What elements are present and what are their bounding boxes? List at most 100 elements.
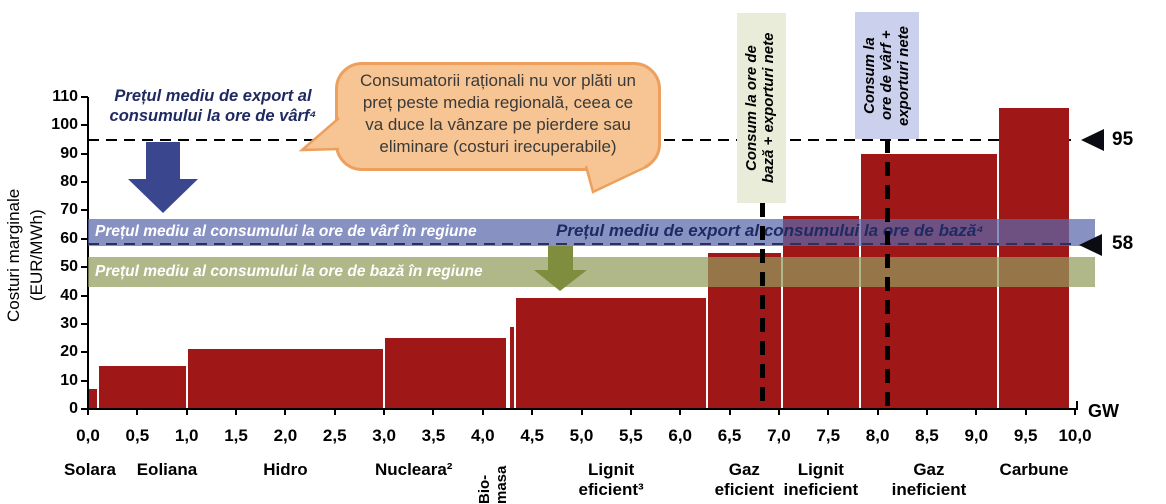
y-tick-label: 90: [60, 144, 78, 162]
peak-consumption-label-line2: ore de vârf +: [878, 30, 895, 121]
bar-bio-masa: [510, 326, 515, 409]
base-consumption-label-box: Consum la ore de bază + exporturi nete: [737, 13, 786, 203]
peak-consumption-label-box: Consum la ore de vârf + exporturi nete: [855, 12, 919, 139]
x-tick-label: 7,5: [816, 426, 841, 445]
y-tick-label: 80: [60, 173, 78, 191]
category-label-nucleara: Nucleara²: [374, 460, 453, 479]
x-axis-line: [88, 408, 1078, 410]
x-tick-label: 5,0: [569, 426, 594, 445]
x-tick-label: 2,0: [273, 426, 298, 445]
x-tick-label: 4,0: [470, 426, 495, 445]
x-tick-mark: [679, 410, 682, 415]
x-tick-mark: [531, 410, 534, 415]
base-regional-price-band: Prețul mediu al consumului la ore de baz…: [88, 257, 1095, 288]
x-tick-mark: [925, 410, 928, 415]
bar-eoliana: [98, 366, 186, 409]
category-label-eoliana: Eoliana: [136, 460, 198, 479]
x-tick-label: 10,0: [1058, 426, 1092, 445]
peak-export-price-note-line1: Prețul mediu de export al: [114, 87, 312, 105]
category-label-hidro: Hidro: [263, 460, 308, 479]
callout-line3: va duce la vânzare pe pierdere sau: [365, 115, 631, 134]
x-tick-mark: [1024, 410, 1027, 415]
peak-regional-price-band-label: Prețul mediu al consumului la ore de vâr…: [95, 223, 477, 241]
y-tick-mark: [81, 209, 88, 212]
y-tick-label: 60: [60, 229, 78, 247]
x-tick-mark: [629, 410, 632, 415]
x-tick-label: 1,0: [174, 426, 199, 445]
x-tick-label: 1,5: [224, 426, 248, 445]
x-tick-label: 4,5: [520, 426, 544, 445]
peak-consumption-line: [884, 139, 890, 409]
category-label-lignit-eficient: Lignit eficient³: [578, 460, 644, 499]
y-tick-label: 100: [51, 116, 78, 134]
x-tick-mark: [284, 410, 287, 415]
y-tick-label: 30: [60, 314, 78, 332]
rational-consumers-callout: Consumatorii raționali nu vor plăti un p…: [335, 62, 661, 171]
x-tick-label: 8,5: [915, 426, 939, 445]
callout-line2: preț peste media regională, ceea ce: [362, 93, 634, 112]
y-tick-label: 20: [60, 343, 78, 361]
base-consumption-line: [759, 203, 765, 409]
x-tick-mark: [185, 410, 188, 415]
y-tick-label: 70: [60, 201, 78, 219]
x-tick-mark: [1074, 410, 1076, 415]
x-tick-label: 3,5: [421, 426, 446, 445]
y-tick-mark: [81, 351, 88, 354]
x-tick-mark: [87, 410, 89, 415]
y-tick-mark: [81, 152, 88, 155]
y-tick-mark: [81, 124, 88, 127]
callout-line1: Consumatorii raționali nu vor plăti un: [360, 71, 636, 90]
y-tick-label: 50: [60, 258, 78, 276]
x-axis-unit-label: GW: [1088, 401, 1119, 421]
x-tick-label: 0,0: [76, 426, 100, 445]
x-tick-label: 9,0: [964, 426, 989, 445]
x-tick-mark: [333, 410, 336, 415]
base-regional-price-band-label: Prețul mediu al consumului la ore de baz…: [95, 263, 483, 281]
bar-hidro: [187, 349, 384, 409]
y-axis-line: [87, 97, 89, 409]
x-tick-mark: [876, 410, 879, 415]
x-tick-mark: [827, 410, 830, 415]
x-tick-mark: [432, 410, 435, 415]
x-tick-label: 0,5: [125, 426, 150, 445]
y-tick-label: 10: [60, 371, 78, 389]
y-tick-mark: [81, 96, 88, 98]
x-tick-label: 7,0: [767, 426, 791, 445]
category-label-carbune: Carbune: [999, 460, 1069, 479]
x-tick-mark: [235, 410, 238, 415]
x-tick-mark: [481, 410, 484, 415]
base-consumption-label-line1: Consum la ore de: [743, 45, 760, 171]
x-tick-label: 5,5: [619, 426, 643, 445]
bar-solara: [89, 389, 97, 409]
x-tick-mark: [975, 410, 978, 415]
y-tick-label: 40: [60, 286, 78, 304]
x-tick-label: 9,5: [1013, 426, 1038, 445]
x-tick-mark: [777, 410, 780, 415]
base-export-price-line: [88, 243, 1078, 246]
x-tick-label: 6,0: [668, 426, 692, 445]
category-label-solara: Solara: [63, 460, 116, 479]
bar-lignit-eficient: [516, 298, 706, 409]
peak-consumption-label-line1: Consum la: [861, 37, 878, 114]
y-tick-mark: [81, 408, 88, 410]
peak-export-price-value: 95: [1112, 128, 1134, 150]
category-label-gaz-ineficient: Gaz ineficient: [891, 460, 967, 499]
x-tick-label: 8,0: [865, 426, 890, 445]
x-axis-end-tick: [1076, 401, 1078, 409]
x-tick-mark: [136, 410, 139, 415]
x-tick-label: 3,0: [372, 426, 396, 445]
x-tick-label: 2,5: [322, 426, 347, 445]
callout-line4: eliminare (costuri irecuperabile): [379, 137, 617, 156]
x-tick-mark: [728, 410, 731, 415]
peak-export-price-note-line2: consumului la ore de vârf⁴: [109, 106, 317, 125]
peak-consumption-label-line3: exporturi nete: [895, 25, 912, 126]
peak-export-price-note: Prețul mediu de export al consumului la …: [88, 87, 338, 126]
category-label-gaz-eficient: Gaz eficient: [714, 460, 775, 499]
y-tick-mark: [81, 294, 88, 297]
base-export-price-value: 58: [1112, 233, 1134, 255]
base-export-price-note: Prețul mediu de export al consumului la …: [556, 221, 984, 240]
category-label-lignit-ineficient: Lignit ineficient: [783, 460, 859, 499]
category-label-bio-masa: Bio-masa: [476, 465, 511, 504]
